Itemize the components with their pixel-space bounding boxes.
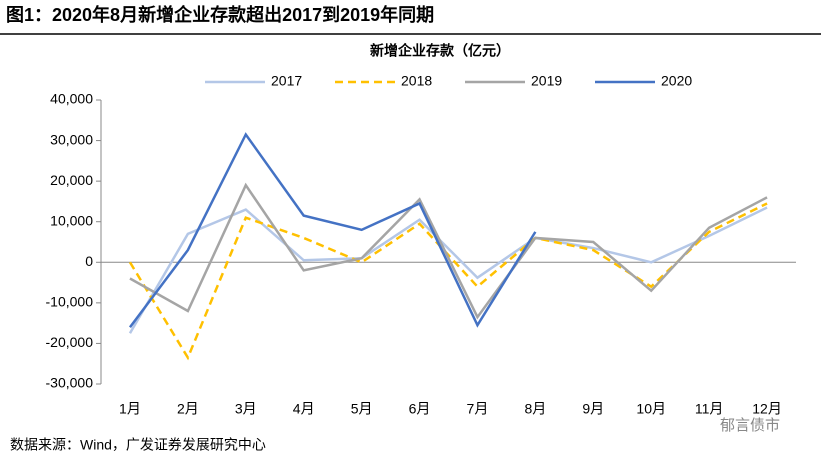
legend-label: 2017 bbox=[271, 73, 302, 89]
series-line bbox=[128, 206, 768, 334]
x-tick-label: 11月 bbox=[695, 401, 724, 417]
x-tick-label: 2月 bbox=[177, 401, 199, 417]
y-tick-label: 40,000 bbox=[50, 91, 93, 107]
y-tick-label: -20,000 bbox=[46, 334, 94, 350]
series-line bbox=[128, 132, 537, 328]
y-tick-label: 20,000 bbox=[50, 172, 93, 188]
chart-title: 新增企业存款（亿元） bbox=[370, 43, 510, 59]
x-tick-label: 1月 bbox=[119, 401, 141, 417]
x-tick-label: 3月 bbox=[235, 401, 257, 417]
y-tick-label: 10,000 bbox=[50, 212, 93, 228]
y-tick-label: 30,000 bbox=[50, 131, 93, 147]
y-tick-label: -10,000 bbox=[46, 294, 94, 310]
x-tick-label: 8月 bbox=[524, 401, 546, 417]
legend-label: 2018 bbox=[401, 73, 432, 89]
x-tick-label: 10月 bbox=[636, 401, 666, 417]
x-tick-label: 12月 bbox=[752, 401, 782, 417]
x-tick-label: 5月 bbox=[351, 401, 373, 417]
x-tick-label: 7月 bbox=[467, 401, 489, 417]
y-tick-label: -30,000 bbox=[46, 375, 94, 391]
series-line bbox=[128, 202, 768, 361]
series-line bbox=[129, 182, 768, 320]
y-tick-label: 0 bbox=[85, 253, 93, 269]
header: 图1：2020年8月新增企业存款超出2017到2019年同期 bbox=[6, 4, 434, 25]
legend-label: 2020 bbox=[661, 73, 692, 89]
watermark: 郁言债市 bbox=[720, 417, 780, 434]
source: 数据来源：Wind，广发证券发展研究中心 bbox=[10, 437, 266, 453]
x-tick-label: 9月 bbox=[582, 401, 604, 417]
x-tick-label: 4月 bbox=[293, 401, 315, 417]
legend-label: 2019 bbox=[531, 73, 562, 89]
x-tick-label: 6月 bbox=[409, 401, 431, 417]
